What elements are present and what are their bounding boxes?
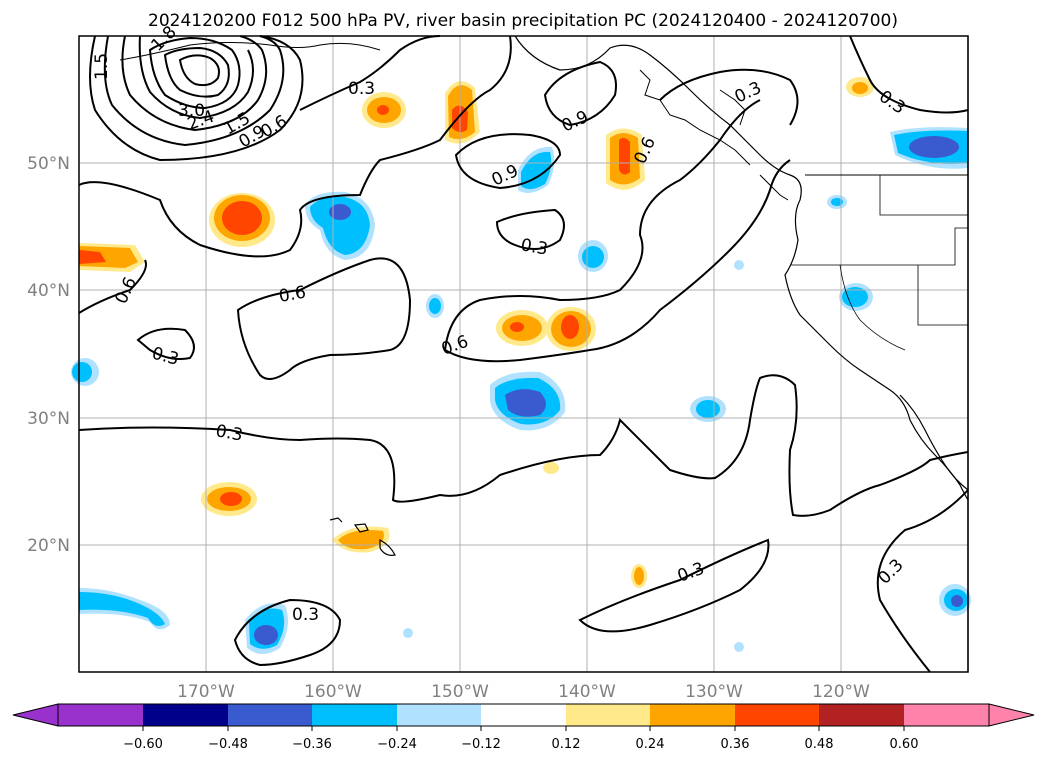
contour-label: 0.3 <box>292 605 319 625</box>
pv-contours <box>78 35 969 673</box>
gridlines <box>79 36 968 672</box>
lon-label: 160°W <box>304 682 362 702</box>
lat-label: 40°N <box>27 281 70 301</box>
colorbar-bin <box>735 704 819 726</box>
colorbar-bin <box>650 704 735 726</box>
contour-label: 0.3 <box>348 79 375 99</box>
colorbar-bin <box>143 704 228 726</box>
colorbar-tick-label: 0.36 <box>721 737 750 752</box>
colorbar-tick-label: −0.36 <box>292 737 332 752</box>
contour-label: 0.3 <box>519 235 549 259</box>
colorbar: −0.60 −0.48 −0.36 −0.24 −0.12 0.12 0.24 … <box>12 703 1035 752</box>
colorbar-tick-label: −0.48 <box>208 737 248 752</box>
map-panel: 1.8 1.5 3.0 2.4 1.5 0.9 0.6 0.3 0.9 0.9 … <box>71 22 971 673</box>
colorbar-tick-label: −0.12 <box>461 737 501 752</box>
colorbar-bin <box>397 704 481 726</box>
contour-label: 1.5 <box>92 53 112 80</box>
lat-label: 50°N <box>27 154 70 174</box>
precip-positive-shading <box>79 77 874 588</box>
lat-label: 30°N <box>27 409 70 429</box>
colorbar-bin <box>566 704 650 726</box>
colorbar-tick-label: 0.60 <box>890 737 919 752</box>
lat-label: 20°N <box>27 536 70 556</box>
lon-label: 170°W <box>177 682 235 702</box>
latitude-labels: 50°N 40°N 30°N 20°N <box>27 154 70 556</box>
colorbar-bin <box>312 704 397 726</box>
figure-title: 2024120200 F012 500 hPa PV, river basin … <box>148 11 898 31</box>
colorbar-tick-label: 0.48 <box>805 737 834 752</box>
lon-label: 140°W <box>558 682 616 702</box>
colorbar-extend-right <box>988 703 1035 727</box>
contour-label: 0.6 <box>277 283 307 307</box>
colorbar-tick-label: −0.60 <box>123 737 163 752</box>
colorbar-tick-label: −0.24 <box>377 737 417 752</box>
precip-negative-shading <box>71 127 971 654</box>
colorbar-extend-left <box>12 703 59 727</box>
map-frame <box>78 35 969 673</box>
longitude-labels: 170°W 160°W 150°W 140°W 130°W 120°W <box>177 682 870 702</box>
colorbar-bin <box>481 704 566 726</box>
contour-label: 3.0 <box>178 101 205 121</box>
lon-label: 120°W <box>812 682 870 702</box>
colorbar-bin <box>58 704 143 726</box>
colorbar-bin <box>904 704 989 726</box>
contour-label: 0.3 <box>214 421 244 445</box>
colorbar-tick-label: 0.24 <box>636 737 665 752</box>
colorbar-bin <box>819 704 904 726</box>
colorbar-bin <box>228 704 312 726</box>
colorbar-tick-label: 0.12 <box>552 737 581 752</box>
lon-label: 150°W <box>431 682 489 702</box>
lon-label: 130°W <box>685 682 743 702</box>
